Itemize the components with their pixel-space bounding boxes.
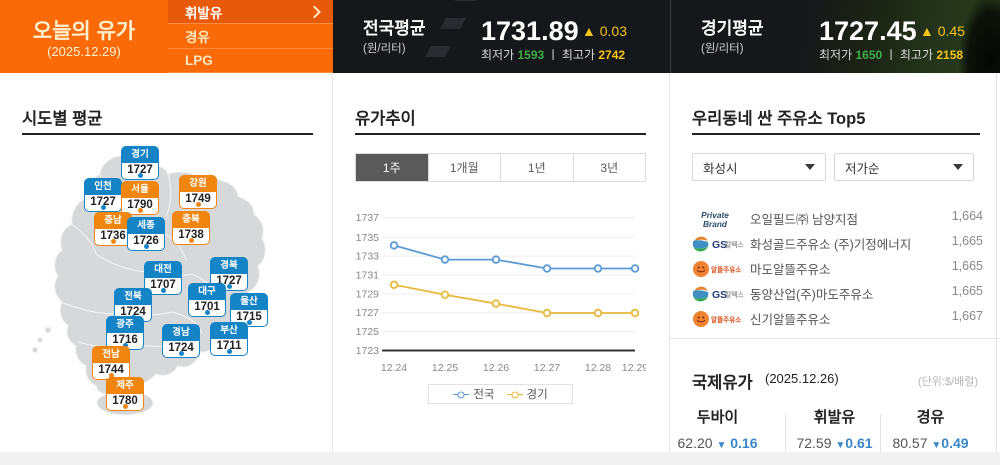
- svg-text:1735: 1735: [356, 232, 380, 244]
- svg-text:Brand: Brand: [703, 219, 728, 229]
- svg-text:1733: 1733: [356, 251, 380, 263]
- svg-text:1731: 1731: [356, 270, 380, 282]
- svg-text:1725: 1725: [356, 326, 380, 338]
- svg-text:알뜰주유소: 알뜰주유소: [711, 265, 741, 274]
- svg-text:1727: 1727: [356, 307, 380, 319]
- svg-text:12.26: 12.26: [483, 362, 509, 374]
- svg-text:1737: 1737: [356, 212, 380, 224]
- svg-text:12.28: 12.28: [585, 362, 611, 374]
- svg-text:칼텍스: 칼텍스: [725, 290, 745, 299]
- svg-text:1723: 1723: [356, 345, 380, 357]
- svg-text:칼텍스: 칼텍스: [725, 240, 745, 249]
- svg-text:12.27: 12.27: [534, 362, 560, 374]
- svg-text:12.29: 12.29: [622, 362, 646, 374]
- svg-text:1729: 1729: [356, 288, 380, 300]
- svg-text:12.24: 12.24: [381, 362, 407, 374]
- svg-text:알뜰주유소: 알뜰주유소: [711, 315, 741, 324]
- svg-text:12.25: 12.25: [432, 362, 458, 374]
